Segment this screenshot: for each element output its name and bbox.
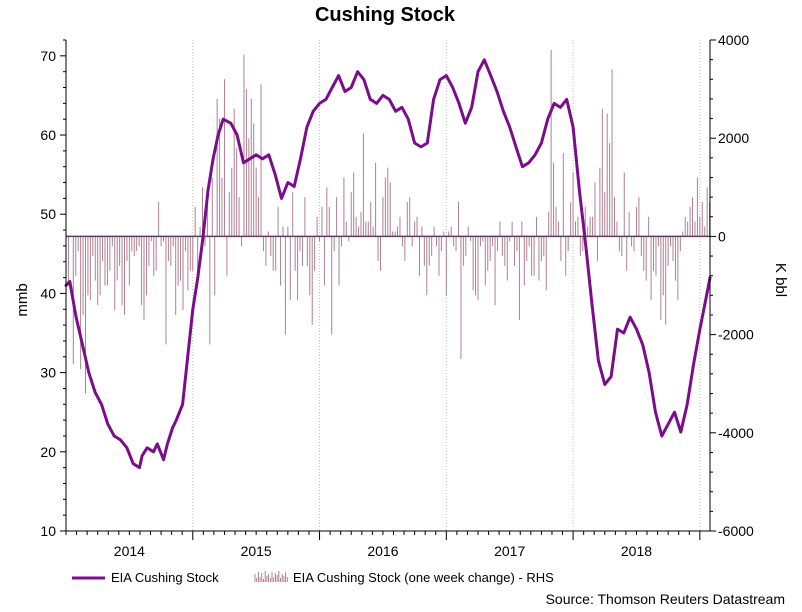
left-tick-label: 70 <box>40 48 56 64</box>
axes <box>65 40 711 532</box>
chart-title: Cushing Stock <box>315 4 456 26</box>
x-tick-label: 2015 <box>241 543 272 559</box>
x-tick-label: 2018 <box>621 543 652 559</box>
weekly-change-bars <box>65 49 711 394</box>
left-axis-ticks: 10 20 30 40 50 60 70 <box>40 39 66 539</box>
right-axis-ticks: -6000 -4000 -2000 0 2000 4000 <box>710 32 754 539</box>
left-axis-label: mmb <box>14 283 31 316</box>
eia-cushing-stock-line <box>64 58 712 470</box>
left-tick-label: 30 <box>40 365 56 381</box>
x-axis-ticks: 2014 2015 2016 2017 2018 <box>65 531 701 559</box>
right-tick-label: 2000 <box>718 130 749 146</box>
right-axis-label: K bbl <box>772 263 789 297</box>
right-tick-label: 0 <box>718 228 726 244</box>
legend-bar-swatch <box>254 571 288 582</box>
right-tick-label: -2000 <box>718 327 754 343</box>
right-tick-label: 4000 <box>718 32 749 48</box>
right-tick-label: -6000 <box>718 523 754 539</box>
left-tick-label: 10 <box>40 523 56 539</box>
source-note: Source: Thomson Reuters Datastream <box>546 591 785 607</box>
x-tick-label: 2017 <box>494 543 525 559</box>
legend: EIA Cushing Stock EIA Cushing Stock (one… <box>72 570 554 585</box>
left-tick-label: 60 <box>40 127 56 143</box>
left-tick-label: 20 <box>40 444 56 460</box>
legend-label-line: EIA Cushing Stock <box>111 570 219 585</box>
left-tick-label: 50 <box>40 206 56 222</box>
right-tick-label: -4000 <box>718 425 754 441</box>
legend-label-bars: EIA Cushing Stock (one week change) - RH… <box>293 570 554 585</box>
x-tick-label: 2014 <box>114 543 145 559</box>
left-tick-label: 40 <box>40 285 56 301</box>
x-tick-label: 2016 <box>367 543 398 559</box>
